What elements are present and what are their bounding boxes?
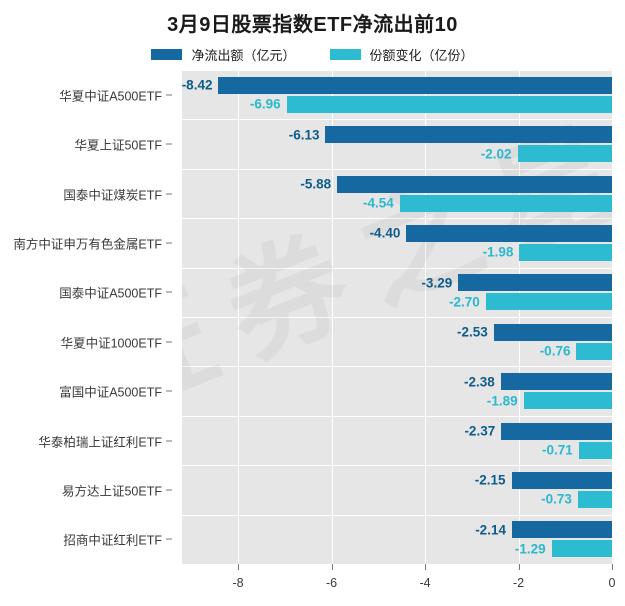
y-tick-label: 华泰柏瑞上证红利ETF	[38, 435, 162, 449]
bar-net-outflow	[493, 323, 612, 341]
y-tick-label: 富国中证A500ETF	[59, 385, 162, 400]
legend-label-net-outflow: 净流出额（亿元）	[191, 48, 296, 63]
y-tick-label: 华夏中证A500ETF	[59, 89, 162, 104]
x-tick-label: -6	[326, 576, 338, 590]
bar-value-label: -3.29	[421, 275, 453, 291]
bar-share-change	[577, 490, 612, 508]
bar-net-outflow	[511, 471, 612, 489]
y-tick-label: 华夏上证50ETF	[74, 138, 162, 153]
bar-share-change	[551, 540, 612, 558]
bar-value-label: -0.76	[539, 343, 571, 359]
bar-share-change	[519, 243, 612, 261]
gridline-horizontal	[182, 267, 612, 269]
y-tick-label: 招商中证红利ETF	[63, 533, 162, 548]
y-tick-mark	[166, 440, 172, 441]
x-axis: -8 -6 -4 -2 0	[182, 564, 615, 604]
gridline-horizontal	[182, 70, 612, 71]
legend-swatch-net-outflow	[151, 49, 183, 60]
x-tick-mark	[518, 564, 520, 570]
y-tick-label: 华夏中证1000ETF	[60, 336, 162, 351]
bar-value-label: -2.70	[449, 294, 480, 310]
bar-value-label: -0.71	[542, 442, 573, 458]
x-tick-mark	[331, 564, 333, 570]
bar-value-label: -2.37	[464, 423, 496, 439]
y-tick-mark	[166, 193, 172, 194]
bar-value-label: -6.96	[249, 96, 281, 112]
x-tick-label: -8	[232, 576, 244, 590]
legend-item-share-change[interactable]: 份额变化（亿份）	[329, 45, 474, 64]
legend-swatch-share-change	[329, 49, 361, 60]
chart-title: 3月9日股票指数ETF净流出前10	[167, 14, 458, 36]
bar-share-change	[576, 342, 612, 360]
bar-value-label: -2.15	[474, 472, 506, 488]
bar-net-outflow	[218, 76, 612, 94]
x-tick-label: -2	[512, 576, 525, 590]
y-tick-mark	[166, 94, 172, 96]
bar-value-label: -2.14	[475, 522, 506, 538]
chart-legend: 净流出额（亿元） 份额变化（亿份）	[0, 45, 625, 64]
bar-net-outflow	[458, 274, 612, 292]
legend-label-share-change: 份额变化（亿份）	[369, 48, 474, 63]
y-tick-mark	[166, 143, 172, 145]
bar-value-label: -6.13	[288, 127, 320, 143]
y-tick-mark	[166, 489, 172, 491]
x-tick-mark	[425, 564, 427, 570]
gridline-horizontal	[182, 218, 612, 220]
bar-value-label: -4.54	[363, 195, 394, 211]
y-tick-label: 国泰中证A500ETF	[59, 286, 162, 301]
gridline-horizontal	[182, 415, 612, 417]
bar-net-outflow	[337, 175, 612, 193]
bar-value-label: -0.73	[541, 491, 572, 507]
gridline-horizontal	[182, 366, 612, 368]
y-tick-label: 国泰中证煤炭ETF	[63, 188, 162, 202]
bar-share-change	[578, 441, 612, 459]
y-axis: 华夏中证A500ETF 华夏上证50ETF 国泰中证煤炭ETF 南方中证申万有色金属E…	[0, 70, 172, 564]
x-tick-mark	[612, 564, 613, 570]
bar-value-label: -4.40	[369, 225, 401, 241]
bar-share-change	[517, 145, 612, 163]
bar-net-outflow	[406, 224, 612, 242]
bar-value-label: -1.98	[482, 244, 514, 260]
bar-value-label: -8.42	[182, 77, 213, 93]
gridline-horizontal	[182, 119, 612, 121]
x-tick-mark	[238, 564, 240, 570]
y-tick-mark	[166, 291, 172, 293]
bar-net-outflow	[325, 126, 612, 144]
bar-value-label: -2.02	[480, 146, 512, 162]
bar-value-label: -2.38	[463, 374, 495, 390]
bar-net-outflow	[511, 521, 612, 539]
bar-value-label: -1.29	[514, 541, 546, 557]
x-tick-label: 0	[608, 576, 616, 590]
y-tick-mark	[166, 242, 172, 244]
plot-area: 证券之星 -8.42-6.96-6.13-2.02-5.88-4.54-4.40…	[182, 70, 612, 564]
gridline-horizontal	[182, 168, 612, 170]
y-tick-mark	[166, 341, 172, 343]
bar-value-label: -2.53	[456, 324, 488, 340]
bar-share-change	[399, 194, 612, 212]
y-tick-label: 易方达上证50ETF	[61, 484, 162, 499]
x-tick-label: -4	[419, 576, 431, 590]
gridline-horizontal	[182, 465, 612, 467]
y-tick-mark	[166, 390, 172, 392]
bar-share-change	[485, 293, 612, 311]
gridline-horizontal	[182, 514, 612, 516]
bar-share-change	[286, 95, 612, 113]
gridline-horizontal	[182, 317, 612, 318]
y-tick-label: 南方中证申万有色金属ETF	[13, 237, 162, 252]
bar-net-outflow	[501, 422, 612, 440]
bar-net-outflow	[500, 373, 612, 391]
bar-share-change	[523, 392, 612, 410]
y-tick-mark	[166, 538, 172, 540]
bar-value-label: -5.88	[300, 176, 332, 192]
legend-item-net-outflow[interactable]: 净流出额（亿元）	[151, 45, 296, 64]
bar-value-label: -1.89	[486, 393, 518, 409]
